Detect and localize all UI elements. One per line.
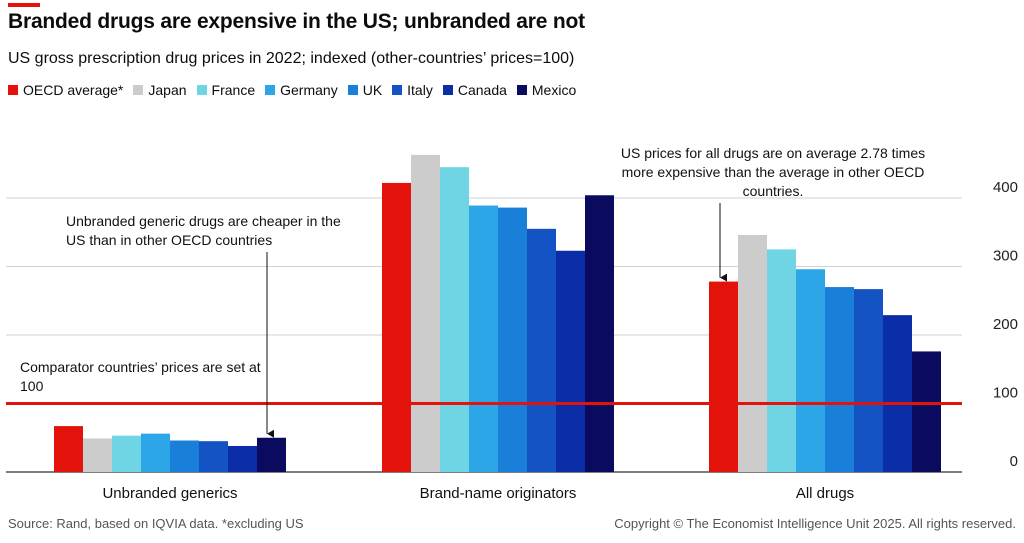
bar-unbranded-generics-italy	[199, 441, 228, 472]
bar-all-drugs-germany	[796, 269, 825, 472]
bar-brand-name-originators-germany	[469, 205, 498, 472]
legend-label: Italy	[407, 82, 433, 98]
bar-brand-name-originators-italy	[527, 228, 556, 472]
legend-label: Canada	[457, 82, 507, 98]
bar-all-drugs-uk	[825, 287, 854, 472]
legend-swatch	[347, 85, 358, 95]
y-tick-label: 100	[993, 385, 1018, 402]
annotations: Unbranded generic drugs are cheaper in t…	[20, 145, 925, 438]
bar-all-drugs-italy	[854, 289, 883, 472]
category-label-all-drugs: All drugs	[796, 485, 854, 502]
legend-item-germany: Germany	[265, 82, 338, 98]
legend-swatch	[133, 85, 144, 95]
y-tick-labels: 0 100 200 300 400	[993, 179, 1018, 470]
bar-brand-name-originators-japan	[411, 154, 440, 472]
chart-title: Branded drugs are expensive in the US; u…	[8, 10, 585, 33]
bar-brand-name-originators-mexico	[585, 195, 614, 472]
legend-item-canada: Canada	[442, 82, 507, 98]
bar-unbranded-generics-mexico	[257, 437, 286, 472]
bar-all-drugs-canada	[883, 315, 912, 472]
bar-unbranded-generics-uk	[170, 440, 199, 472]
legend-item-uk: UK	[347, 82, 383, 98]
bar-all-drugs-mexico	[912, 351, 941, 472]
legend: OECD average* Japan France Germany UK Italy Ca…	[8, 82, 586, 98]
bar-unbranded-generics-japan	[83, 438, 112, 472]
legend-item-france: France	[196, 82, 256, 98]
annotation-all-drugs: US prices for all drugs are on average 2…	[621, 145, 925, 199]
bar-unbranded-generics-canada	[228, 445, 257, 472]
legend-swatch	[516, 85, 527, 95]
copyright-note: Copyright © The Economist Intelligence U…	[614, 516, 1016, 531]
legend-swatch	[265, 85, 276, 95]
annotation-generics: Unbranded generic drugs are cheaper in t…	[66, 213, 341, 248]
legend-item-mexico: Mexico	[516, 82, 577, 98]
legend-label: UK	[362, 82, 383, 98]
y-tick-label: 0	[1010, 453, 1018, 470]
category-label-unbranded-generics: Unbranded generics	[102, 485, 237, 502]
bar-all-drugs-japan	[738, 234, 767, 472]
chart-subtitle: US gross prescription drug prices in 202…	[8, 50, 575, 67]
legend-label: France	[211, 82, 256, 98]
bars	[54, 154, 941, 473]
bar-brand-name-originators-canada	[556, 250, 585, 472]
source-note: Source: Rand, based on IQVIA data. *excl…	[8, 516, 304, 531]
legend-swatch	[196, 85, 207, 95]
legend-label: OECD average*	[23, 82, 124, 98]
bar-brand-name-originators-oecd-average	[382, 182, 411, 472]
y-tick-label: 200	[993, 316, 1018, 333]
bar-brand-name-originators-france	[440, 167, 469, 473]
y-tick-label: 300	[993, 248, 1018, 265]
bar-all-drugs-oecd-average	[709, 281, 738, 472]
legend-label: Japan	[148, 82, 187, 98]
legend-swatch	[442, 85, 453, 95]
bar-all-drugs-france	[767, 249, 796, 472]
y-tick-label: 400	[993, 179, 1018, 196]
legend-item-japan: Japan	[133, 82, 187, 98]
brand-accent-bar	[8, 3, 40, 7]
legend-label: Germany	[280, 82, 338, 98]
bar-unbranded-generics-france	[112, 435, 141, 472]
legend-item-italy: Italy	[392, 82, 433, 98]
legend-label: Mexico	[531, 82, 577, 98]
bar-unbranded-generics-germany	[141, 433, 170, 472]
category-label-brand-name-originators: Brand-name originators	[420, 485, 577, 502]
category-labels: Unbranded generics Brand-name originators…	[102, 485, 854, 502]
annotation-reference: Comparator countries’ prices are set at 1…	[20, 359, 261, 394]
legend-item-oecd-average: OECD average*	[8, 82, 123, 98]
legend-swatch	[8, 85, 18, 95]
bar-brand-name-originators-uk	[498, 207, 527, 472]
bar-unbranded-generics-oecd-average	[54, 426, 83, 472]
legend-swatch	[392, 85, 403, 95]
